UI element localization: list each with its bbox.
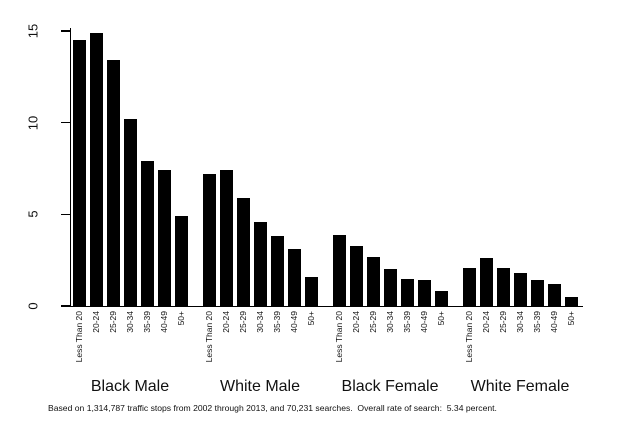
x-tick-label: 25-29 xyxy=(237,311,248,333)
bar-black-male-30-34 xyxy=(123,119,137,306)
bar-white-female-40-49 xyxy=(547,284,561,306)
y-tick xyxy=(61,30,70,32)
x-tick-label: 35-39 xyxy=(271,311,282,333)
bar-black-male-50+ xyxy=(174,216,188,306)
group-label-white-male: White Male xyxy=(219,378,301,395)
x-tick-label: 20-24 xyxy=(90,311,101,333)
y-tick-label: 0 xyxy=(25,302,41,310)
x-tick-label: 35-39 xyxy=(531,311,542,333)
x-tick-label: Less Than 20 xyxy=(463,311,474,363)
bar-white-male-35-39 xyxy=(270,236,284,306)
bar-black-female-30-34 xyxy=(383,269,397,306)
bar-white-male-less-than-20 xyxy=(202,174,216,306)
y-tick xyxy=(61,213,70,215)
bar-white-female-30-34 xyxy=(513,273,527,306)
group-label-black-male: Black Male xyxy=(90,378,170,395)
x-tick-label: Less Than 20 xyxy=(203,311,214,363)
bar-white-male-25-29 xyxy=(236,197,250,306)
group-label-white-female: White Female xyxy=(470,378,570,395)
chart-footnote: Based on 1,314,787 traffic stops from 20… xyxy=(48,403,497,413)
bar-black-male-35-39 xyxy=(140,161,154,306)
group-label-black-female: Black Female xyxy=(341,378,439,395)
y-axis xyxy=(69,28,71,307)
x-tick-label: 25-29 xyxy=(497,311,508,333)
bar-white-female-35-39 xyxy=(530,280,544,306)
x-tick-label: 25-29 xyxy=(367,311,378,333)
y-tick xyxy=(61,122,70,124)
y-tick-label: 5 xyxy=(25,210,41,218)
x-tick-label: 20-24 xyxy=(220,311,231,333)
bar-white-female-less-than-20 xyxy=(462,267,476,306)
bar-white-male-30-34 xyxy=(253,221,267,306)
bar-white-female-50+ xyxy=(564,296,578,306)
bar-black-female-20-24 xyxy=(349,245,363,306)
x-tick-label: 30-34 xyxy=(384,311,395,333)
x-tick-label: Less Than 20 xyxy=(333,311,344,363)
bar-black-female-less-than-20 xyxy=(332,234,346,306)
x-tick-label: 35-39 xyxy=(141,311,152,333)
x-tick-label: 20-24 xyxy=(480,311,491,333)
bar-black-male-20-24 xyxy=(89,32,103,306)
x-tick-label: 40-49 xyxy=(418,311,429,333)
bar-white-female-25-29 xyxy=(496,267,510,306)
bar-black-female-50+ xyxy=(434,291,448,306)
x-tick-label: 20-24 xyxy=(350,311,361,333)
bar-black-male-25-29 xyxy=(106,60,120,306)
x-tick-label: 25-29 xyxy=(107,311,118,333)
bar-black-female-25-29 xyxy=(366,256,380,306)
bar-black-male-less-than-20 xyxy=(72,40,86,306)
x-tick-label: 50+ xyxy=(305,311,316,326)
x-tick-label: 40-49 xyxy=(288,311,299,333)
y-tick-label: 10 xyxy=(25,115,41,130)
y-tick xyxy=(61,305,70,307)
bar-black-female-40-49 xyxy=(417,280,431,306)
x-tick-label: 40-49 xyxy=(548,311,559,333)
x-axis xyxy=(69,306,583,308)
bar-white-female-20-24 xyxy=(479,258,493,306)
bar-black-female-35-39 xyxy=(400,278,414,306)
x-tick-label: 30-34 xyxy=(514,311,525,333)
x-tick-label: Less Than 20 xyxy=(73,311,84,363)
x-tick-label: 35-39 xyxy=(401,311,412,333)
x-tick-label: 30-34 xyxy=(124,311,135,333)
y-tick-label: 15 xyxy=(25,23,41,39)
x-tick-label: 30-34 xyxy=(254,311,265,333)
x-tick-label: 40-49 xyxy=(158,311,169,333)
bar-white-male-20-24 xyxy=(219,170,233,306)
x-tick-label: 50+ xyxy=(435,311,446,326)
x-tick-label: 50+ xyxy=(175,311,186,326)
bar-black-male-40-49 xyxy=(157,170,171,306)
x-tick-label: 50+ xyxy=(565,311,576,326)
bar-white-male-50+ xyxy=(304,276,318,306)
bar-white-male-40-49 xyxy=(287,249,301,306)
